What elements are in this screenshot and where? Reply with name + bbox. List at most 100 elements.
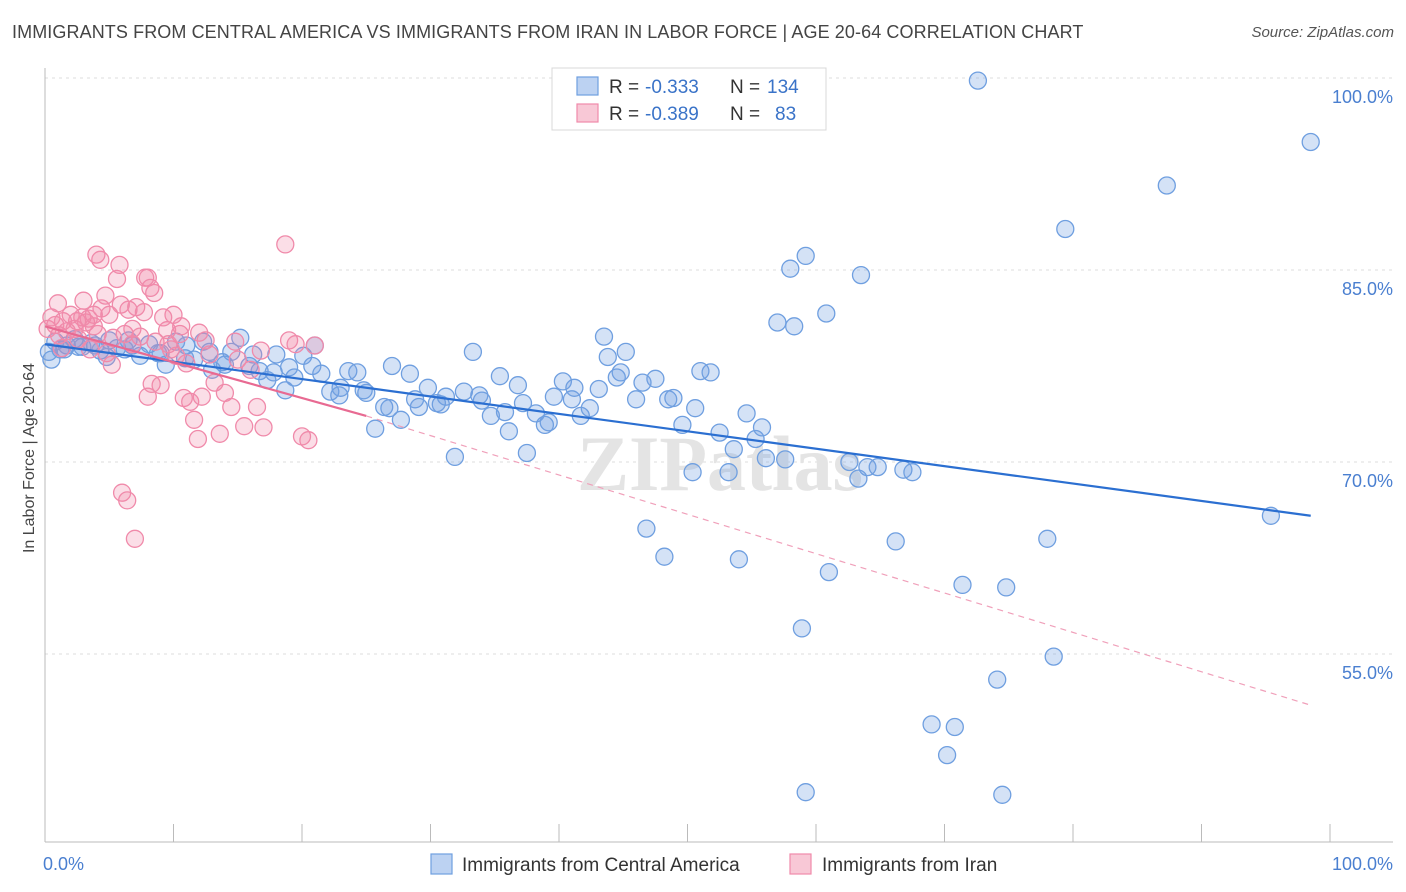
- point-central-america-77: [719, 463, 738, 482]
- point-central-america-94: [868, 457, 887, 477]
- point-central-america-78: [729, 550, 749, 569]
- point-iran-40: [200, 345, 219, 364]
- legend-n-value-2: 83: [775, 104, 796, 125]
- point-central-america-88: [817, 304, 836, 323]
- point-iran-48: [247, 397, 267, 417]
- point-iran-25: [134, 303, 154, 322]
- point-central-america-58: [544, 387, 564, 406]
- point-central-america-138: [633, 373, 652, 392]
- y-tick-label-3: 55.0%: [1342, 663, 1393, 683]
- point-iran-55: [91, 250, 110, 269]
- point-central-america-111: [1301, 132, 1320, 152]
- point-central-america-86: [796, 783, 815, 802]
- point-iran-53: [74, 291, 93, 310]
- point-central-america-40: [382, 356, 402, 376]
- source-credit: Source: ZipAtlas.com: [1251, 24, 1394, 41]
- point-central-america-81: [756, 449, 776, 468]
- point-central-america-137: [611, 363, 630, 382]
- y-tick-label-0: 100.0%: [1332, 87, 1393, 107]
- point-central-america-62: [580, 399, 599, 418]
- point-central-america-140: [686, 399, 705, 418]
- point-central-america-101: [953, 575, 972, 595]
- legend-r-value-1: -0.333: [645, 77, 699, 98]
- point-central-america-124: [279, 358, 299, 377]
- point-central-america-76: [710, 423, 729, 442]
- point-central-america-89: [819, 562, 839, 582]
- bottom-legend-label-blue: Immigrants from Central America: [462, 855, 740, 876]
- point-central-america-90: [840, 452, 859, 472]
- point-iran-36: [184, 410, 204, 429]
- legend-n-value-1: 134: [767, 77, 799, 98]
- series-central-america-points: [39, 71, 1320, 804]
- point-central-america-126: [331, 378, 350, 397]
- point-central-america-36: [348, 363, 367, 382]
- point-iran-49: [254, 418, 273, 437]
- point-central-america-97: [903, 463, 922, 482]
- point-central-america-54: [508, 376, 528, 395]
- legend-n-label-2: N =: [730, 104, 760, 125]
- x-tick-label-0: 0.0%: [43, 854, 84, 874]
- point-central-america-67: [626, 390, 646, 409]
- point-central-america-53: [499, 422, 519, 441]
- trend-line-iran: [44, 325, 367, 417]
- point-iran-29: [151, 376, 170, 395]
- trend-lines: [44, 325, 1311, 706]
- point-iran-50: [48, 294, 68, 313]
- point-central-america-95: [886, 532, 905, 551]
- point-iran-65: [145, 283, 164, 303]
- point-iran-22: [123, 319, 142, 339]
- point-central-america-104: [993, 785, 1012, 804]
- point-central-america-83: [781, 259, 800, 278]
- point-iran-81: [226, 332, 245, 351]
- point-iran-16: [100, 305, 119, 324]
- point-iran-44: [222, 397, 241, 417]
- point-central-america-63: [589, 379, 608, 399]
- point-iran-70: [276, 235, 295, 254]
- point-iran-74: [299, 431, 318, 450]
- point-central-america-64: [598, 347, 617, 367]
- point-central-america-142: [752, 418, 772, 437]
- y-tick-labels: 100.0% 85.0% 70.0% 55.0%: [1332, 87, 1393, 683]
- point-iran-72: [286, 335, 305, 354]
- point-central-america-49: [463, 342, 483, 362]
- point-central-america-66: [616, 342, 635, 362]
- axes: [44, 68, 1393, 843]
- point-central-america-98: [922, 715, 941, 734]
- point-central-america-93: [858, 457, 877, 477]
- point-central-america-87: [796, 246, 815, 266]
- legend-swatch-pink: [576, 103, 599, 123]
- point-iran-46: [235, 417, 254, 436]
- point-iran-69: [172, 317, 191, 336]
- point-central-america-128: [380, 399, 399, 418]
- point-iran-79: [161, 340, 181, 359]
- point-central-america-48: [454, 382, 474, 401]
- point-iran-66: [154, 308, 173, 327]
- point-central-america-41: [391, 410, 411, 429]
- legend-r-label-2: R =: [609, 104, 639, 125]
- legend-r-value-2: -0.389: [645, 104, 699, 125]
- legend-swatch-blue: [576, 76, 599, 96]
- point-central-america-102: [968, 71, 988, 90]
- point-iran-32: [170, 324, 190, 344]
- watermark: ZIPatlas: [577, 420, 863, 507]
- point-central-america-84: [785, 317, 804, 336]
- point-central-america-92: [851, 265, 871, 285]
- point-central-america-79: [737, 404, 756, 423]
- point-iran-75: [305, 336, 324, 355]
- x-tick-label-1: 100.0%: [1332, 854, 1393, 874]
- point-central-america-108: [1056, 219, 1075, 239]
- point-central-america-85: [792, 619, 812, 638]
- point-central-america-127: [354, 381, 373, 400]
- point-iran-60: [118, 491, 137, 510]
- bottom-legend-swatch-pink: [789, 853, 812, 875]
- point-central-america-55: [517, 443, 537, 463]
- y-tick-label-1: 85.0%: [1342, 279, 1393, 299]
- point-central-america-99: [937, 745, 957, 765]
- point-central-america-105: [997, 578, 1016, 597]
- point-central-america-60: [562, 390, 582, 409]
- point-central-america-52: [490, 367, 510, 386]
- point-iran-42: [210, 424, 229, 443]
- point-central-america-73: [683, 463, 702, 482]
- bottom-legend-swatch-blue: [430, 853, 453, 875]
